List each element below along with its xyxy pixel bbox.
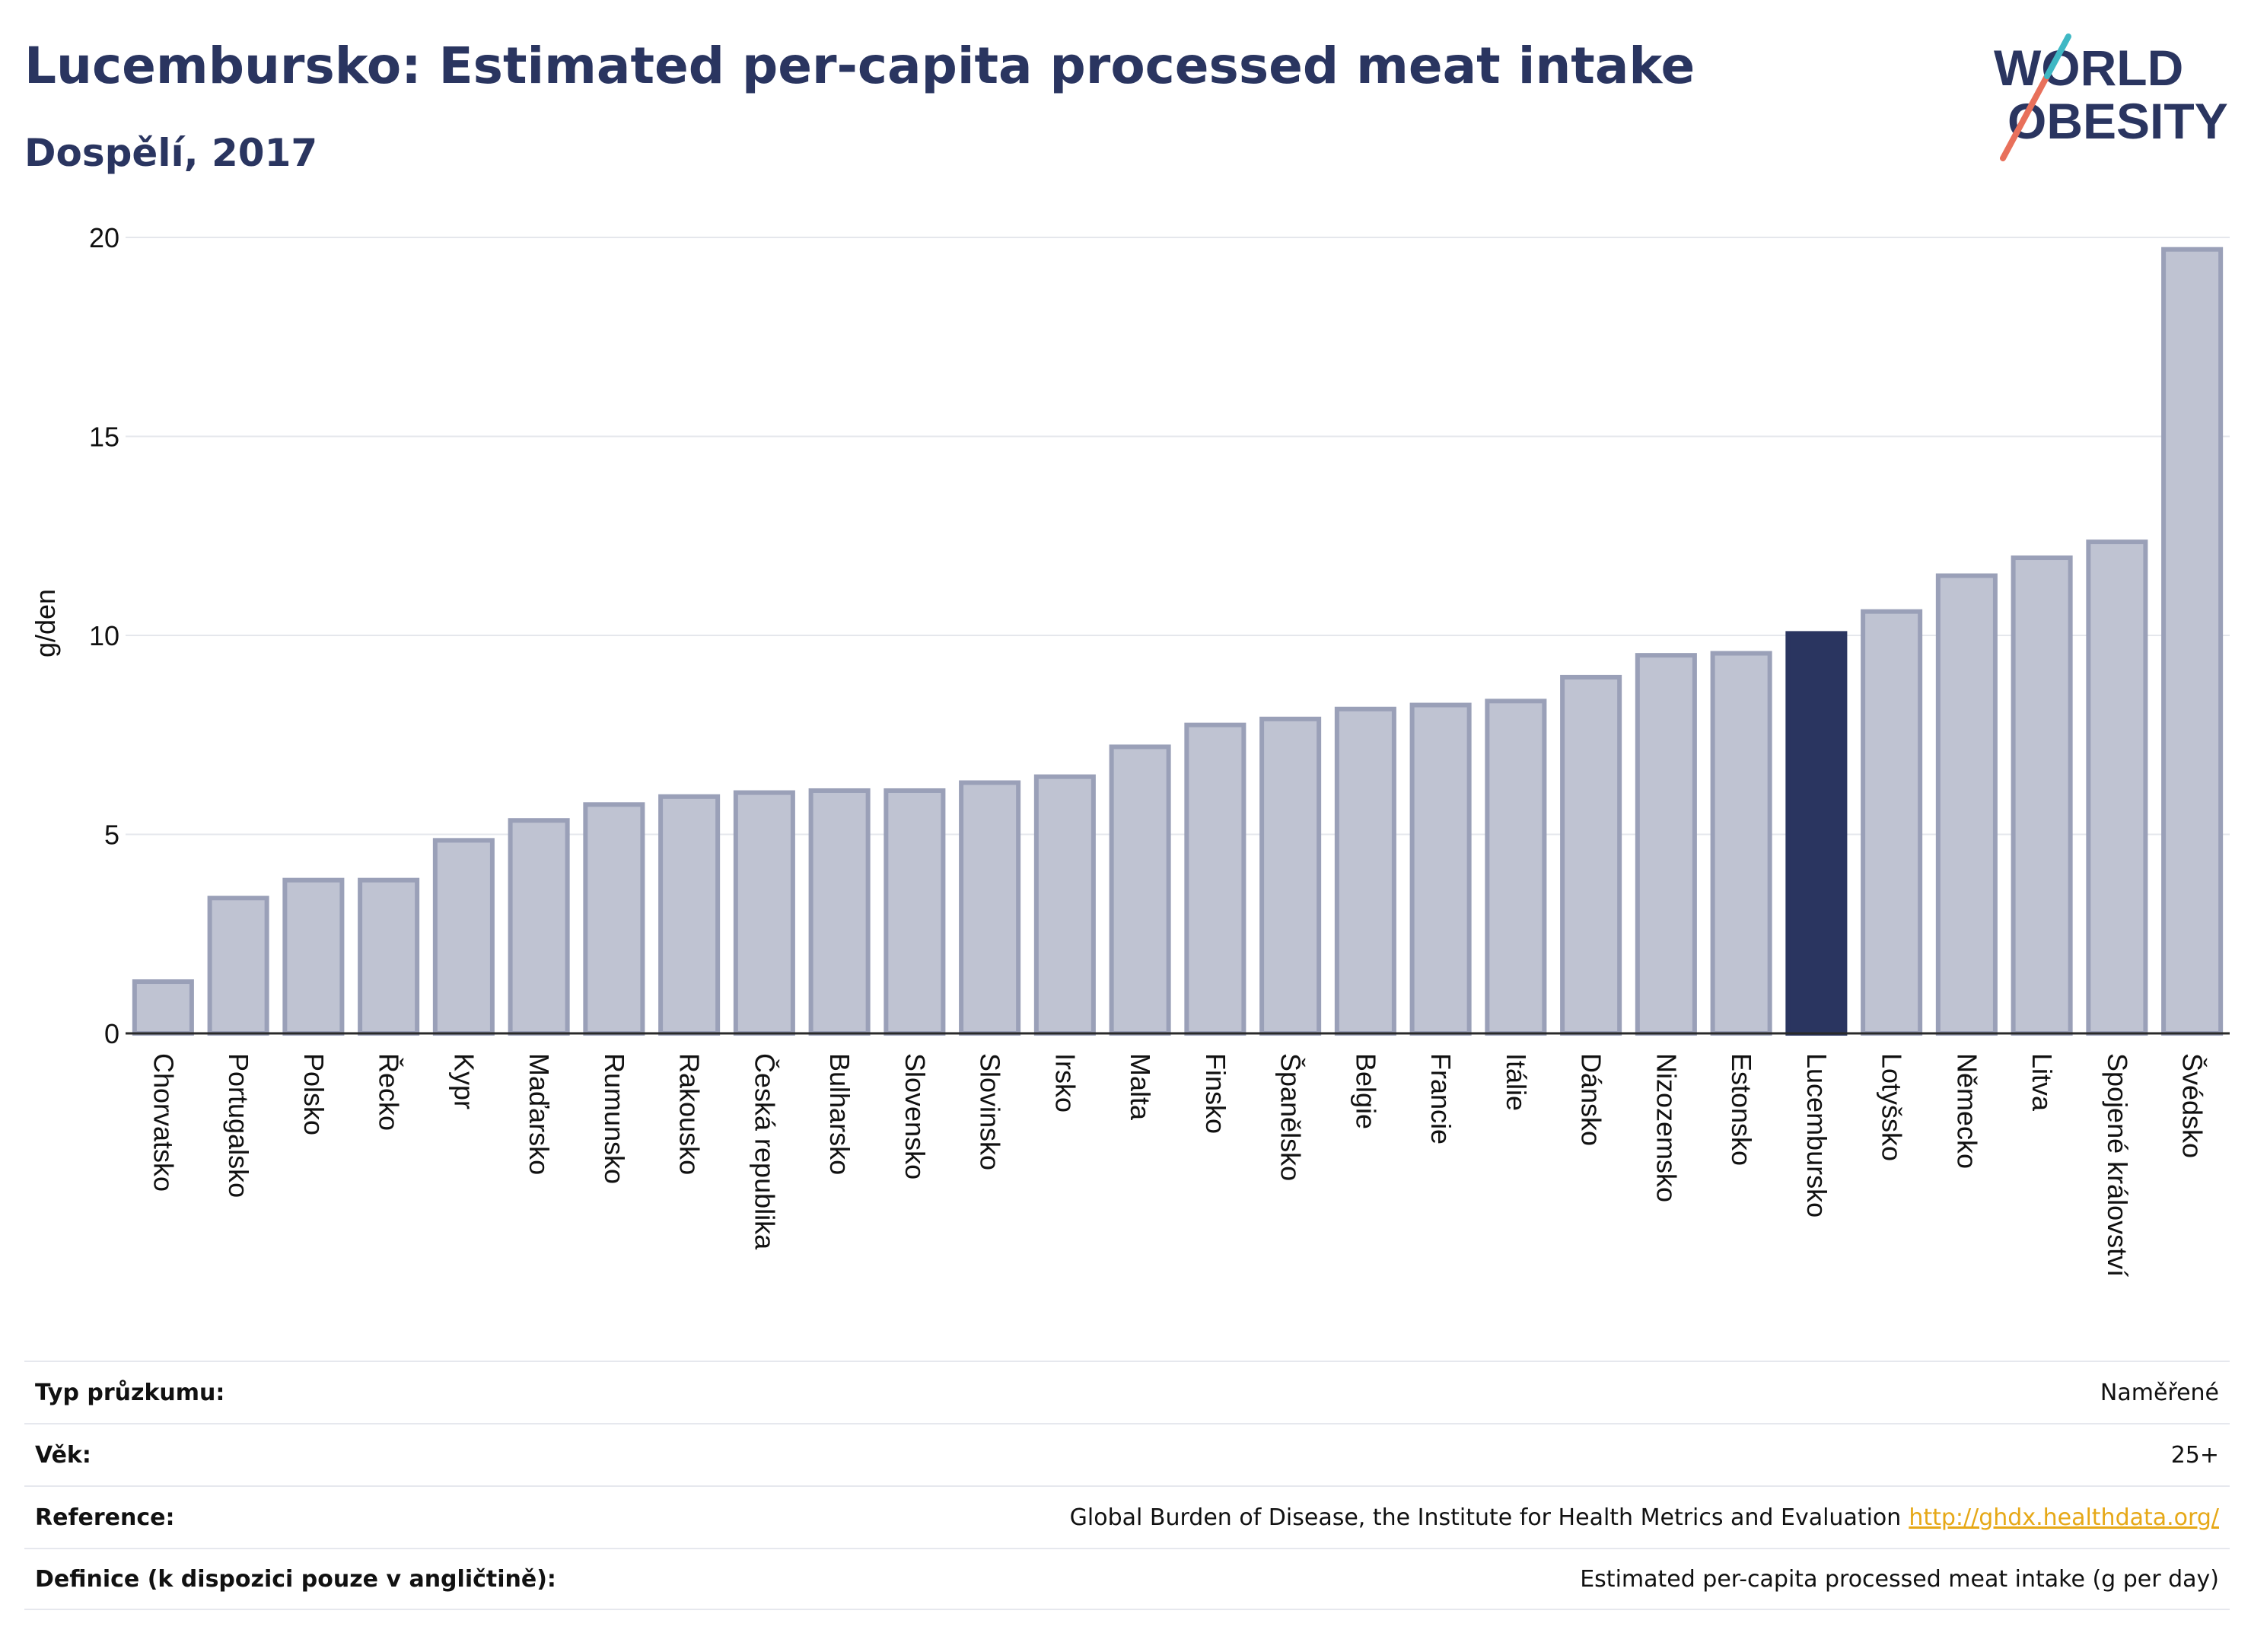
logo-slash-teal [2044,33,2071,79]
x-tick-label: Estonsko [1726,1053,1757,1166]
bar-švédsko[interactable] [2161,247,2224,1036]
bar-rakousko[interactable] [658,794,721,1036]
x-tick-label: Malta [1125,1053,1156,1121]
x-tick-label: Portugalsko [223,1053,254,1198]
x-tick-label: Slovinsko [975,1053,1006,1170]
y-axis-label: g/den [30,589,61,657]
bar-lucembursko[interactable] [1785,631,1848,1036]
logo-text-world: WORLD [1994,40,2183,96]
bar-německo[interactable] [1935,573,1998,1036]
bar-portugalsko[interactable] [207,896,269,1036]
x-tick-label: Polsko [298,1053,330,1135]
bar-bulharsko[interactable] [808,788,871,1036]
info-value: Estimated per-capita processed meat inta… [1580,1565,2219,1593]
bar-lotyšsko[interactable] [1861,609,1923,1036]
info-row-age: Věk: 25+ [24,1423,2230,1485]
logo-slash-red [2000,73,2050,161]
x-tick-label: Německo [1951,1053,1982,1169]
info-value-reference: Global Burden of Disease, the Institute … [1070,1504,2219,1531]
info-label: Definice (k dispozici pouze v angličtině… [35,1565,556,1593]
bar-chorvatsko[interactable] [132,979,194,1036]
x-tick-label: Dánsko [1576,1053,1607,1146]
x-axis-labels: Chorvatsko Portugalsko Polsko Řecko Kypr Maďa… [148,1053,2208,1277]
info-table: Typ průzkumu: Naměřené Věk: 25+ Referenc… [24,1361,2230,1610]
x-tick-label: Maďarsko [524,1053,555,1175]
x-tick-label: Chorvatsko [148,1053,179,1192]
bar-nizozemsko[interactable] [1635,653,1697,1036]
bar-slovinsko[interactable] [959,780,1021,1036]
info-label: Typ průzkumu: [35,1379,225,1406]
world-obesity-logo[interactable]: WORLD OBESITY [1979,30,2230,167]
x-tick-label: Kypr [448,1053,479,1109]
bar-kypr[interactable] [432,838,495,1036]
x-tick-label: Slovensko [899,1053,931,1179]
x-tick-label: Španělsko [1275,1053,1307,1181]
y-tick-label: 10 [89,620,119,651]
info-row-survey-type: Typ průzkumu: Naměřené [24,1361,2230,1423]
bar-rumunsko[interactable] [583,802,645,1036]
chart-title: Lucembursko: Estimated per-capita proces… [24,37,1695,95]
x-tick-label: Švédsko [2177,1053,2208,1158]
bar-litva[interactable] [2011,555,2073,1036]
bar-itálie[interactable] [1485,699,1547,1036]
y-tick-label: 15 [89,422,119,453]
bar-finsko[interactable] [1184,722,1246,1036]
x-tick-label: Itálie [1501,1053,1532,1111]
bar-řecko[interactable] [358,877,420,1036]
bar-malta[interactable] [1109,744,1171,1036]
x-tick-label: Česká republika [749,1053,780,1250]
bar-maďarsko[interactable] [508,818,570,1036]
x-tick-label: Lotyšsko [1877,1053,1908,1161]
bar-irsko[interactable] [1033,774,1096,1036]
logo-text-obesity: OBESITY [2007,93,2228,149]
info-label: Věk: [35,1441,91,1469]
bar-francie[interactable] [1409,702,1472,1036]
chart-subtitle: Dospělí, 2017 [24,131,318,175]
bar-polsko[interactable] [282,877,345,1036]
info-row-reference: Reference: Global Burden of Disease, the… [24,1485,2230,1548]
x-tick-label: Irsko [1049,1053,1081,1112]
x-tick-label: Rakousko [674,1053,705,1175]
x-tick-label: Řecko [374,1053,405,1131]
info-row-definition: Definice (k dispozici pouze v angličtině… [24,1548,2230,1610]
x-tick-label: Belgie [1350,1053,1381,1129]
info-label: Reference: [35,1504,175,1531]
y-tick-label: 5 [104,820,119,851]
info-value: Naměřené [2100,1379,2219,1406]
x-tick-label: Litva [2027,1053,2058,1112]
bar-dánsko[interactable] [1560,674,1622,1036]
reference-link[interactable]: http://ghdx.healthdata.org/ [1909,1504,2219,1531]
y-axis-ticks: 0 5 10 15 20 [89,222,119,1049]
y-tick-label: 0 [104,1018,119,1049]
x-tick-label: Nizozemsko [1651,1053,1682,1202]
bar-spojené-království[interactable] [2086,540,2148,1036]
bar-chart: 0 5 10 15 20 Chorvatsko Portugalsko Polsko Řeck… [30,222,2230,1277]
bar-česká-republika[interactable] [733,790,795,1036]
x-tick-label: Rumunsko [599,1053,630,1184]
reference-text: Global Burden of Disease, the Institute … [1069,1504,1902,1531]
bars [132,247,2224,1036]
x-tick-label: Finsko [1200,1053,1231,1134]
x-tick-label: Francie [1425,1053,1457,1144]
y-tick-label: 20 [89,222,119,253]
x-tick-label: Bulharsko [824,1053,855,1175]
x-tick-label: Lucembursko [1801,1053,1832,1218]
x-tick-label: Spojené království [2102,1053,2133,1277]
bar-slovensko[interactable] [884,788,946,1036]
bar-španělsko[interactable] [1259,716,1322,1036]
bar-estonsko[interactable] [1710,651,1772,1036]
bar-belgie[interactable] [1334,706,1396,1036]
info-value: 25+ [2170,1441,2219,1469]
